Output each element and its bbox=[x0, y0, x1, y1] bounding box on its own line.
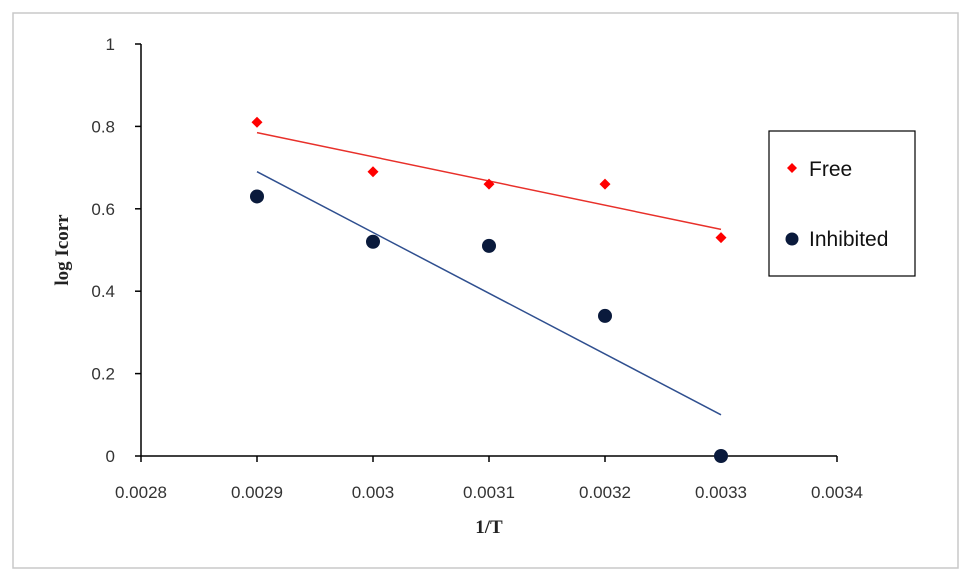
y-tick-label: 0 bbox=[106, 447, 115, 466]
x-tick-label: 0.0033 bbox=[695, 483, 747, 502]
x-tick-label: 0.0031 bbox=[463, 483, 515, 502]
legend-box bbox=[768, 130, 916, 277]
x-tick-label: 0.0029 bbox=[231, 483, 283, 502]
point-free bbox=[599, 178, 611, 190]
point-inhibited bbox=[482, 238, 496, 253]
legend-label-inhibited: Inhibited bbox=[809, 228, 888, 251]
y-axis-ticks: 0 0.2 0.4 0.6 0.8 1 bbox=[91, 35, 141, 466]
point-inhibited bbox=[714, 449, 728, 463]
y-tick-label: 0.8 bbox=[91, 117, 115, 136]
y-axis-title: log Icorr bbox=[52, 214, 73, 286]
point-inhibited bbox=[366, 234, 380, 249]
y-tick-label: 0.2 bbox=[91, 365, 115, 384]
point-inhibited bbox=[598, 308, 612, 323]
y-tick-label: 1 bbox=[106, 35, 115, 54]
data-points bbox=[250, 116, 728, 463]
point-free bbox=[483, 178, 495, 190]
point-inhibited bbox=[250, 189, 264, 204]
legend-label-free: Free bbox=[809, 158, 852, 181]
legend: Free Inhibited bbox=[768, 130, 916, 277]
x-axis-ticks: 0.0028 0.0029 0.003 0.0031 0.0032 0.0033 0.003… bbox=[115, 456, 863, 502]
legend-marker-inhibited-circle-icon bbox=[785, 232, 799, 246]
y-tick-label: 0.6 bbox=[91, 200, 115, 219]
x-axis-title: 1/T bbox=[475, 517, 503, 538]
point-free bbox=[367, 166, 379, 178]
x-tick-label: 0.0028 bbox=[115, 483, 167, 502]
point-free bbox=[251, 116, 263, 128]
x-tick-label: 0.003 bbox=[352, 483, 395, 502]
legend-marker-free-diamond-icon bbox=[787, 163, 797, 173]
trendline-inhibited bbox=[256, 171, 722, 416]
point-free bbox=[715, 232, 727, 244]
chart-border bbox=[12, 12, 959, 569]
x-tick-label: 0.0032 bbox=[579, 483, 631, 502]
y-tick-label: 0.4 bbox=[91, 282, 115, 301]
x-tick-label: 0.0034 bbox=[811, 483, 863, 502]
